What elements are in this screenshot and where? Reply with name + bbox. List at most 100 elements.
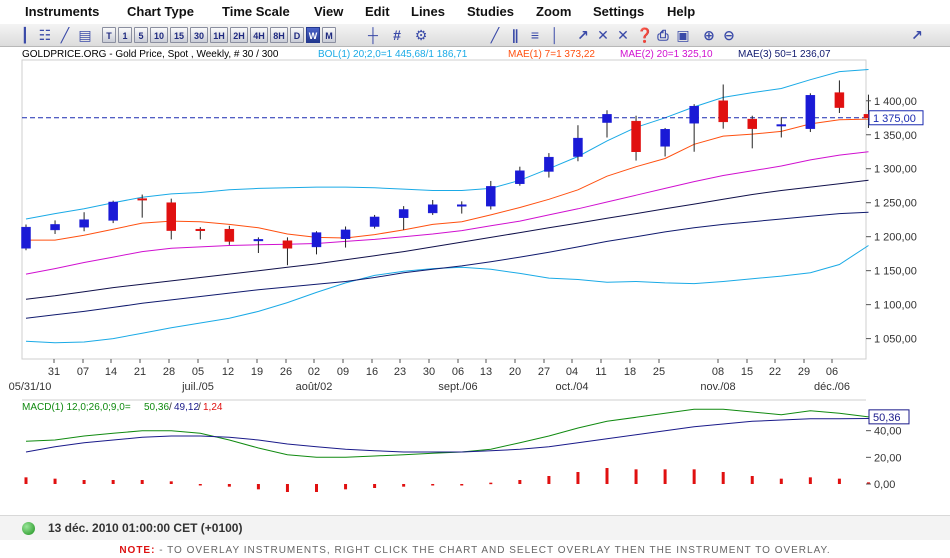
connection-status-icon (22, 522, 35, 535)
candle-up[interactable] (544, 156, 554, 172)
macd-hist-bar (198, 484, 202, 486)
candle-up[interactable] (311, 232, 322, 248)
status-datetime: 13 déc. 2010 01:00:00 CET (+0100) (48, 521, 243, 535)
detach-icon[interactable]: ↗ (911, 27, 923, 43)
macd-hist-bar (169, 481, 173, 484)
candle-down[interactable] (224, 228, 235, 242)
x-month-label: sept./06 (438, 381, 477, 393)
timescale-button-4h[interactable]: 4H (250, 27, 268, 43)
x-tick-label: 12 (222, 366, 234, 378)
candle-down[interactable] (166, 202, 176, 231)
trendline-icon[interactable]: ╱ (490, 27, 500, 43)
macd-legend-value: 50,36 (144, 402, 169, 413)
delete-icon[interactable]: ✕ (597, 27, 609, 43)
candle-down[interactable] (195, 228, 206, 231)
x-tick-label: 31 (48, 366, 60, 378)
candle-up[interactable] (427, 204, 438, 214)
grid-icon[interactable]: # (393, 27, 401, 43)
candle-up[interactable] (253, 239, 264, 242)
print-icon[interactable]: ⎙ (657, 27, 669, 43)
menu-studies[interactable]: Studies (467, 4, 514, 19)
menu-time-scale[interactable]: Time Scale (222, 4, 290, 19)
candle-down[interactable] (631, 120, 641, 152)
candle-down[interactable] (137, 198, 147, 201)
timescale-button-5[interactable]: 5 (134, 27, 148, 43)
volume-chart-icon[interactable]: ▤ (78, 27, 92, 43)
export-icon[interactable]: ▣ (676, 27, 690, 43)
candle-up[interactable] (805, 95, 816, 129)
x-tick-label: 11 (595, 366, 606, 378)
macd-hist-bar (779, 478, 783, 484)
candle-down[interactable] (747, 118, 757, 129)
menu-lines[interactable]: Lines (411, 4, 445, 19)
macd-hist-bar (315, 484, 318, 492)
x-tick-label: 16 (366, 366, 378, 378)
menu-chart-type[interactable]: Chart Type (127, 4, 194, 19)
x-tick-label: 28 (163, 366, 175, 378)
y-tick-label: 1 350,00 (874, 130, 917, 142)
candle-up[interactable] (369, 216, 380, 227)
help-icon[interactable]: ❓ (636, 27, 654, 43)
mae1-legend: MAE(1) 7=1 373,22 (508, 49, 595, 60)
mae2-line (25, 151, 869, 275)
mae3-legend: MAE(3) 50=1 236,07 (738, 49, 831, 60)
x-tick-label: 26 (280, 366, 292, 378)
x-month-label: nov./08 (700, 381, 735, 393)
studies-icon[interactable]: ⚙ (414, 27, 428, 43)
candle-chart-icon[interactable]: ☷ (38, 27, 52, 43)
candle-up[interactable] (79, 219, 89, 228)
macd-hist-bar (460, 484, 464, 486)
candle-up[interactable] (776, 124, 787, 127)
delete-all-icon[interactable]: ✕ (617, 27, 629, 43)
menu-help[interactable]: Help (667, 4, 696, 19)
candle-up[interactable] (108, 201, 118, 221)
menu-settings[interactable]: Settings (593, 4, 645, 19)
menu-instruments[interactable]: Instruments (25, 4, 100, 19)
candle-up[interactable] (689, 105, 699, 124)
timescale-button-30[interactable]: 30 (190, 27, 208, 43)
candle-up[interactable] (660, 129, 670, 147)
timescale-button-8h[interactable]: 8H (270, 27, 288, 43)
timescale-button-d[interactable]: D (290, 27, 304, 43)
menu-view[interactable]: View (314, 4, 344, 19)
y-tick-label: 1 300,00 (874, 164, 917, 176)
candle-up[interactable] (50, 224, 60, 231)
crosshair-icon[interactable]: ┼ (368, 27, 378, 43)
candle-down[interactable] (282, 240, 293, 249)
macd-hist-bar (837, 478, 841, 484)
timescale-button-t[interactable]: T (102, 27, 116, 43)
arrow-icon[interactable]: ↗ (577, 27, 589, 43)
channel-icon[interactable]: ∥ (511, 27, 519, 43)
bar-chart-icon[interactable]: ┃ (20, 27, 30, 43)
timescale-button-1[interactable]: 1 (118, 27, 132, 43)
candle-up[interactable] (486, 186, 496, 207)
instrument-label: GOLDPRICE.ORG - Gold Price, Spot , Weekl… (22, 49, 279, 60)
candle-up[interactable] (457, 204, 467, 207)
line-chart-icon[interactable]: ╱ (60, 27, 70, 43)
x-tick-label: 15 (741, 366, 753, 378)
menu-edit[interactable]: Edit (365, 4, 390, 19)
candle-up[interactable] (515, 170, 525, 184)
candle-down[interactable] (718, 100, 728, 123)
fibonacci-icon[interactable]: ≡ (530, 27, 540, 43)
zoom-out-icon[interactable]: ⊖ (723, 27, 735, 43)
menu-zoom[interactable]: Zoom (536, 4, 572, 19)
candle-up[interactable] (573, 137, 583, 157)
candle-up[interactable] (21, 226, 31, 249)
timescale-button-15[interactable]: 15 (170, 27, 188, 43)
vertical-line-icon[interactable]: │ (550, 27, 560, 43)
chart-area[interactable]: GOLDPRICE.ORG - Gold Price, Spot , Weekl… (0, 46, 950, 514)
candle-up[interactable] (340, 229, 351, 239)
zoom-in-icon[interactable]: ⊕ (703, 27, 715, 43)
x-tick-label: 04 (566, 366, 578, 378)
timescale-button-m[interactable]: M (322, 27, 336, 43)
timescale-button-1h[interactable]: 1H (210, 27, 228, 43)
note-text: - TO OVERLAY INSTRUMENTS, RIGHT CLICK TH… (155, 545, 831, 556)
timescale-button-10[interactable]: 10 (150, 27, 168, 43)
timescale-button-w[interactable]: W (306, 27, 320, 43)
candle-up[interactable] (602, 114, 612, 123)
macd-hist-bar (576, 472, 580, 484)
candle-up[interactable] (398, 209, 409, 218)
candle-down[interactable] (834, 92, 845, 108)
timescale-button-2h[interactable]: 2H (230, 27, 248, 43)
